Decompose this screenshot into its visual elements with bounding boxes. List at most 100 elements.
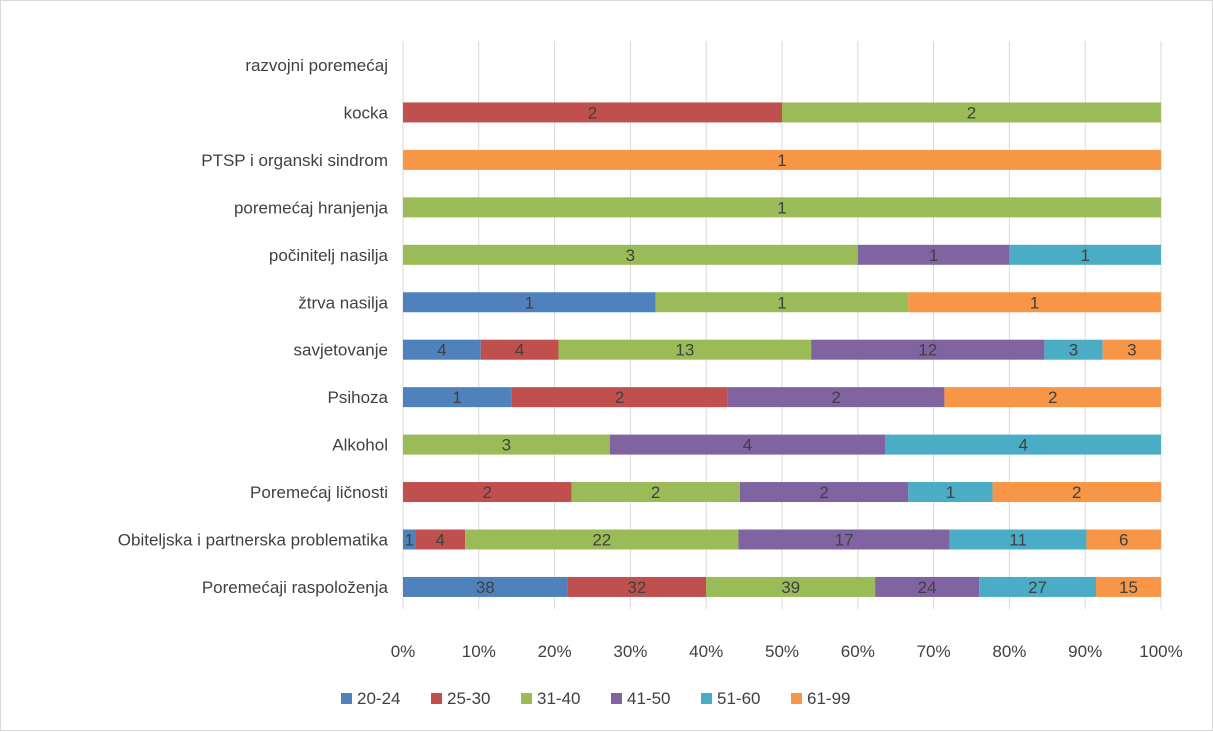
data-label: 12 <box>918 341 937 360</box>
bar-segment <box>567 576 707 597</box>
data-label: 4 <box>515 341 524 360</box>
data-label: 3 <box>1127 341 1136 360</box>
bar-segment <box>403 434 610 455</box>
data-label: 2 <box>819 483 828 502</box>
bar-segment <box>558 339 812 360</box>
bar-segment <box>403 197 1161 218</box>
data-label: 6 <box>1119 531 1128 550</box>
bar-segment <box>782 102 1161 123</box>
x-tick-label: 80% <box>992 642 1026 661</box>
bar-segment <box>403 482 572 503</box>
legend-item: 31-40 <box>521 689 580 708</box>
data-label: 2 <box>1072 483 1081 502</box>
data-label: 1 <box>404 531 413 550</box>
legend-swatch <box>521 693 532 704</box>
data-label: 1 <box>525 293 534 312</box>
data-label: 2 <box>615 388 624 407</box>
category-label: poremećaj hranjenja <box>234 198 389 217</box>
legend-swatch <box>431 693 442 704</box>
legend-item: 20-24 <box>341 689 400 708</box>
bar-segment <box>1009 244 1161 265</box>
x-tick-label: 0% <box>391 642 416 661</box>
x-tick-label: 20% <box>538 642 572 661</box>
data-label: 2 <box>651 483 660 502</box>
bar-segment <box>885 434 1161 455</box>
bar-segment <box>480 339 559 360</box>
data-label: 2 <box>588 103 597 122</box>
legend-label: 25-30 <box>447 689 490 708</box>
data-label: 3 <box>1069 341 1078 360</box>
bar-segment <box>727 387 945 408</box>
legend-label: 41-50 <box>627 689 670 708</box>
data-label: 3 <box>626 246 635 265</box>
x-tick-label: 30% <box>613 642 647 661</box>
category-label: savjetovanje <box>293 341 388 360</box>
data-label: 1 <box>777 151 786 170</box>
legend-item: 41-50 <box>611 689 670 708</box>
data-label: 13 <box>675 341 694 360</box>
bar-segment <box>403 387 512 408</box>
bar-segment <box>511 387 728 408</box>
bar-segment <box>403 244 858 265</box>
bar-segment <box>944 387 1161 408</box>
category-label: žtrva nasilja <box>298 293 388 312</box>
bar-segment <box>403 576 568 597</box>
data-label: 39 <box>781 578 800 597</box>
x-tick-label: 10% <box>462 642 496 661</box>
data-label: 1 <box>452 388 461 407</box>
legend-label: 20-24 <box>357 689 400 708</box>
bar-segment <box>739 482 909 503</box>
category-label: Poremećaj ličnosti <box>250 483 388 502</box>
legend-swatch <box>341 693 352 704</box>
data-label: 1 <box>777 198 786 217</box>
bar-segment <box>706 576 876 597</box>
bar-segment <box>403 149 1161 170</box>
category-label: Obiteljska i partnerska problematika <box>118 531 389 550</box>
data-label: 32 <box>627 578 646 597</box>
x-tick-label: 60% <box>841 642 875 661</box>
x-tick-label: 50% <box>765 642 799 661</box>
data-label: 38 <box>476 578 495 597</box>
data-label: 3 <box>502 436 511 455</box>
bar-segment <box>403 102 782 123</box>
data-label: 1 <box>777 293 786 312</box>
legend-label: 61-99 <box>807 689 850 708</box>
bar-segment <box>403 339 481 360</box>
category-label: kocka <box>344 103 389 122</box>
x-tick-label: 40% <box>689 642 723 661</box>
bar-segment <box>908 482 993 503</box>
bar-segment <box>465 529 739 550</box>
bar-segment <box>949 529 1087 550</box>
legend-label: 31-40 <box>537 689 580 708</box>
bar-segment <box>1044 339 1103 360</box>
data-label: 1 <box>946 483 955 502</box>
data-label: 1 <box>1030 293 1039 312</box>
bar-segment <box>1086 529 1161 550</box>
bar-segment <box>1102 339 1161 360</box>
data-label: 27 <box>1028 578 1047 597</box>
bar-segment <box>738 529 950 550</box>
data-label: 4 <box>437 341 446 360</box>
bar-segment <box>571 482 740 503</box>
bar-segment <box>609 434 886 455</box>
bar-segment <box>979 576 1097 597</box>
x-axis-ticks: 0% 10% 20% 30% 40% 50% 60% 70% 80% 90% 100% <box>391 642 1183 661</box>
bar-segment <box>992 482 1161 503</box>
data-label: 1 <box>1080 246 1089 265</box>
bar-segment <box>655 292 909 313</box>
bar-segment <box>908 292 1161 313</box>
legend-item: 25-30 <box>431 689 490 708</box>
legend-item: 51-60 <box>701 689 760 708</box>
legend: 20-24 25-30 31-40 41-50 51-60 61-99 <box>341 689 850 708</box>
data-label: 15 <box>1119 578 1138 597</box>
x-tick-label: 70% <box>917 642 951 661</box>
bar-segment <box>403 529 416 550</box>
data-label: 4 <box>743 436 752 455</box>
category-label: razvojni poremećaj <box>245 56 388 75</box>
data-label: 4 <box>436 531 445 550</box>
legend-swatch <box>611 693 622 704</box>
data-label: 2 <box>967 103 976 122</box>
legend-item: 61-99 <box>791 689 850 708</box>
category-label: počinitelj nasilja <box>269 246 389 265</box>
